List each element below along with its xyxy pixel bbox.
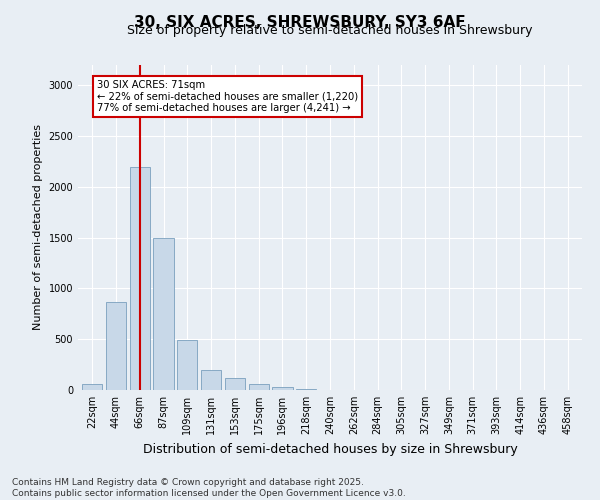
Bar [106, 302, 126, 390]
Text: Contains HM Land Registry data © Crown copyright and database right 2025.
Contai: Contains HM Land Registry data © Crown c… [12, 478, 406, 498]
Bar [130, 166, 150, 390]
Bar [82, 384, 103, 390]
Bar [177, 340, 197, 390]
Bar [272, 387, 293, 390]
Title: Size of property relative to semi-detached houses in Shrewsbury: Size of property relative to semi-detach… [127, 24, 533, 38]
Bar [154, 238, 173, 390]
Y-axis label: Number of semi-detached properties: Number of semi-detached properties [33, 124, 43, 330]
Text: 30, SIX ACRES, SHREWSBURY, SY3 6AF: 30, SIX ACRES, SHREWSBURY, SY3 6AF [134, 15, 466, 30]
X-axis label: Distribution of semi-detached houses by size in Shrewsbury: Distribution of semi-detached houses by … [143, 442, 517, 456]
Bar [201, 370, 221, 390]
Text: 30 SIX ACRES: 71sqm
← 22% of semi-detached houses are smaller (1,220)
77% of sem: 30 SIX ACRES: 71sqm ← 22% of semi-detach… [97, 80, 358, 114]
Bar [225, 378, 245, 390]
Bar [248, 384, 269, 390]
